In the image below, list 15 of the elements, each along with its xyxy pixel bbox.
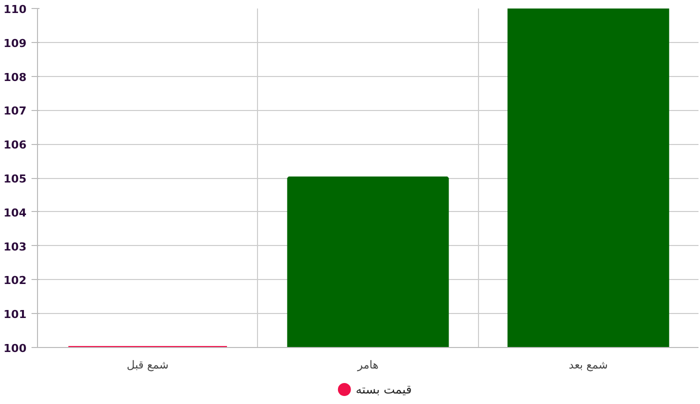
y-tick-label: 102 <box>4 274 27 288</box>
y-tick-label: 103 <box>4 240 27 254</box>
legend-label: قیمت بسته <box>356 382 412 396</box>
y-tick-label: 106 <box>4 138 27 152</box>
x-tick-label: هامر <box>356 358 379 372</box>
x-tick-label: شمع بعد <box>568 358 608 372</box>
y-tick-label: 105 <box>4 172 27 186</box>
y-tick-label: 110 <box>4 3 27 16</box>
y-tick-label: 101 <box>4 308 27 322</box>
y-tick-label: 109 <box>4 36 27 50</box>
y-tick-label: 107 <box>4 104 27 118</box>
x-tick-label: شمع قبل <box>126 358 169 372</box>
y-tick-label: 100 <box>4 342 27 355</box>
y-tick-label: 108 <box>4 70 27 84</box>
y-tick-label: 104 <box>4 206 27 220</box>
